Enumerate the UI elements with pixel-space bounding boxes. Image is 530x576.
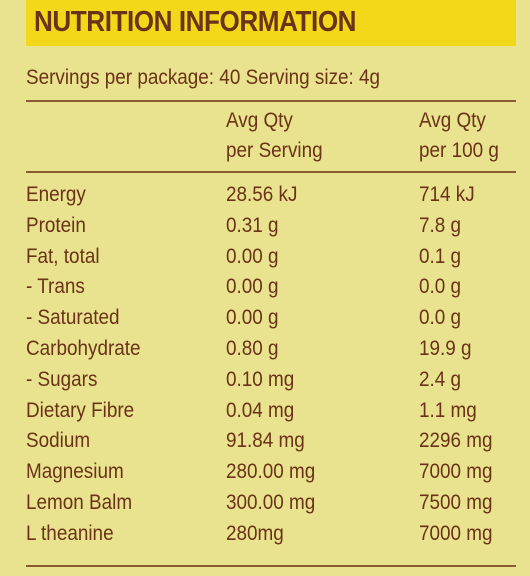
table-row: - Trans 0.00 g 0.0 g bbox=[0, 272, 530, 303]
divider-top bbox=[26, 100, 516, 102]
title-bar: NUTRITION INFORMATION bbox=[26, 0, 516, 46]
table-row: Sodium 91.84 mg 2296 mg bbox=[0, 426, 530, 457]
nutrient-name: Fat, total bbox=[26, 244, 100, 268]
per-100g-value: 7500 mg bbox=[419, 490, 493, 514]
table-row: Magnesium 280.00 mg 7000 mg bbox=[0, 457, 530, 488]
per-100g-value: 1.1 mg bbox=[419, 398, 477, 422]
per-100g-value: 19.9 g bbox=[419, 336, 472, 360]
nutrient-name: Dietary Fibre bbox=[26, 398, 135, 422]
table-row: Fat, total 0.00 g 0.1 g bbox=[0, 242, 530, 273]
table-row: - Sugars 0.10 mg 2.4 g bbox=[0, 365, 530, 396]
header-per-serving-line1: Avg Qty bbox=[226, 109, 293, 132]
header-per-100g-line1: Avg Qty bbox=[419, 109, 486, 132]
nutrient-name: Protein bbox=[26, 213, 86, 237]
header-per-100g-line2: per 100 g bbox=[419, 139, 499, 162]
nutrient-name: - Sugars bbox=[26, 367, 98, 391]
nutrient-name: Magnesium bbox=[26, 460, 124, 484]
nutrient-name: - Saturated bbox=[26, 306, 120, 330]
header-per-100g: Avg Qty per 100 g bbox=[419, 106, 499, 166]
nutrient-name: L theanine bbox=[26, 521, 114, 545]
table-row: - Saturated 0.00 g 0.0 g bbox=[0, 303, 530, 334]
per-100g-value: 2296 mg bbox=[419, 429, 493, 453]
table-row: Carbohydrate 0.80 g 19.9 g bbox=[0, 334, 530, 365]
per-serving-value: 0.00 g bbox=[226, 275, 279, 299]
table-row: L theanine 280mg 7000 mg bbox=[0, 519, 530, 550]
per-100g-value: 714 kJ bbox=[419, 183, 475, 206]
panel-title: NUTRITION INFORMATION bbox=[34, 6, 357, 38]
per-serving-value: 0.10 mg bbox=[226, 367, 295, 391]
nutrient-name: Lemon Balm bbox=[26, 490, 133, 514]
per-100g-value: 0.0 g bbox=[419, 306, 462, 330]
servings-info: Servings per package: 40 Serving size: 4… bbox=[26, 66, 381, 89]
per-serving-value: 91.84 mg bbox=[226, 429, 305, 453]
per-serving-value: 280.00 mg bbox=[226, 460, 316, 484]
per-100g-value: 2.4 g bbox=[419, 367, 462, 391]
per-serving-value: 28.56 kJ bbox=[226, 183, 298, 206]
header-per-serving: Avg Qty per Serving bbox=[226, 106, 323, 166]
per-100g-value: 7.8 g bbox=[419, 213, 462, 237]
nutrient-name: Sodium bbox=[26, 429, 91, 453]
per-serving-value: 300.00 mg bbox=[226, 490, 316, 514]
table-row: Protein 0.31 g 7.8 g bbox=[0, 211, 530, 242]
per-100g-value: 0.0 g bbox=[419, 275, 462, 299]
nutrient-name: Carbohydrate bbox=[26, 336, 141, 360]
per-serving-value: 280mg bbox=[226, 521, 284, 545]
per-serving-value: 0.80 g bbox=[226, 336, 279, 360]
per-100g-value: 7000 mg bbox=[419, 460, 493, 484]
divider-bottom bbox=[26, 565, 516, 567]
header-per-serving-line2: per Serving bbox=[226, 139, 323, 162]
per-100g-value: 7000 mg bbox=[419, 521, 493, 545]
table-row: Lemon Balm 300.00 mg 7500 mg bbox=[0, 488, 530, 519]
nutrient-name: - Trans bbox=[26, 275, 85, 299]
table-row: Dietary Fibre 0.04 mg 1.1 mg bbox=[0, 396, 530, 427]
nutrition-table: Energy 28.56 kJ 714 kJ Protein 0.31 g 7.… bbox=[0, 180, 530, 550]
per-serving-value: 0.00 g bbox=[226, 306, 279, 330]
per-100g-value: 0.1 g bbox=[419, 244, 462, 268]
per-serving-value: 0.00 g bbox=[226, 244, 279, 268]
table-row: Energy 28.56 kJ 714 kJ bbox=[0, 180, 530, 211]
per-serving-value: 0.04 mg bbox=[226, 398, 295, 422]
per-serving-value: 0.31 g bbox=[226, 213, 279, 237]
divider-header bbox=[26, 171, 516, 173]
nutrient-name: Energy bbox=[26, 183, 86, 206]
